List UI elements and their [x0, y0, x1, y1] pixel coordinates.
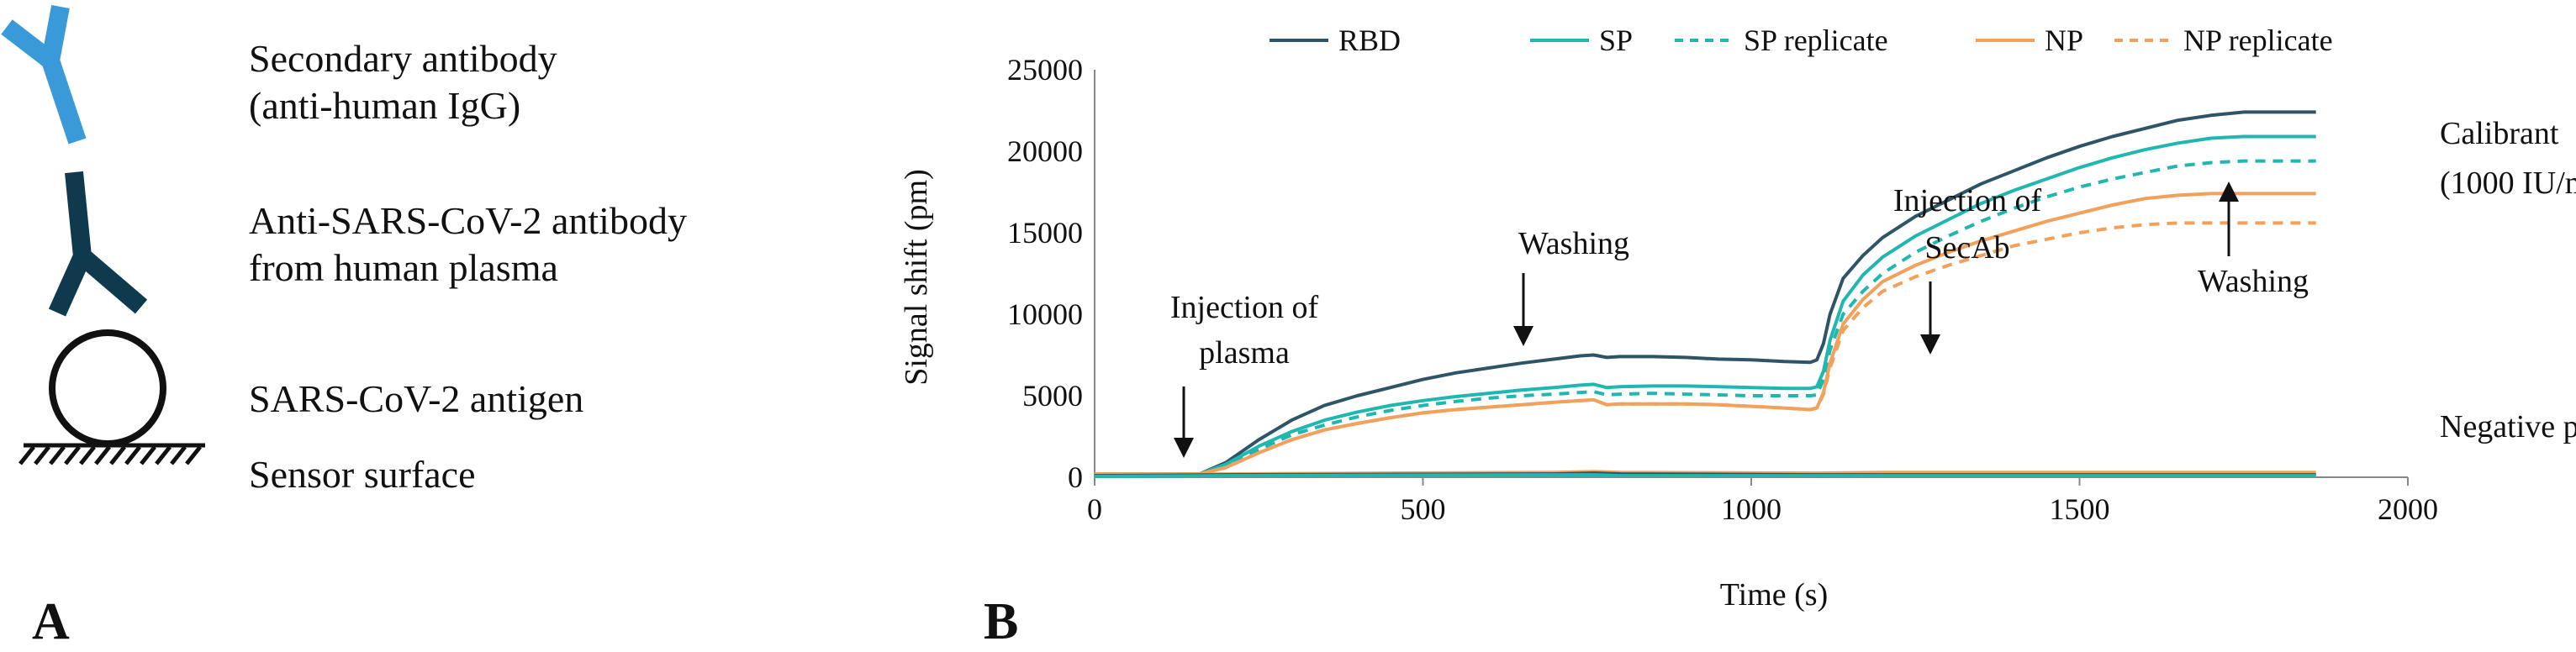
y-tick-label: 10000 [1007, 297, 1083, 331]
hatch-mark [34, 445, 50, 465]
side-label: Negative plasma [2440, 409, 2576, 444]
hatch-mark [124, 445, 141, 465]
chart-legend: RBD SP SP replicate NP NP replicate [1270, 24, 2333, 57]
series-line-sp-replicate [1095, 159, 2316, 476]
legend-label: SP [1599, 24, 1633, 57]
x-tick-label: 1000 [1721, 492, 1782, 526]
panel-b-label: B [984, 593, 1018, 650]
x-axis-title: Time (s) [1720, 577, 1828, 613]
series-line-rbd [1095, 110, 2316, 476]
annotation-text: Washing [1518, 226, 1629, 261]
layer-1-label-line1: Secondary antibody [249, 37, 557, 80]
secondary-antibody-icon [1, 4, 87, 145]
hatch-mark [94, 445, 111, 465]
legend-label: NP [2045, 24, 2083, 57]
y-tick-label: 0 [1068, 460, 1083, 494]
legend-label: SP replicate [1744, 24, 1888, 57]
x-axis: 0 500 1000 1500 2000 [1087, 476, 2438, 526]
x-tick-label: 1500 [2050, 492, 2110, 526]
series-line-np [1095, 192, 2316, 476]
legend-label: NP replicate [2183, 24, 2333, 57]
panel-a: Secondary antibody (anti-human IgG) Anti… [1, 4, 687, 650]
side-label: (1000 IU/mL) [2440, 166, 2576, 201]
hatch-mark [140, 445, 156, 465]
y-tick-label: 5000 [1022, 379, 1083, 413]
hatch-mark [49, 445, 66, 465]
y-tick-label: 20000 [1007, 134, 1083, 168]
x-tick-label: 2000 [2378, 492, 2438, 526]
hatch-mark [170, 445, 187, 465]
antigen-icon [49, 329, 166, 447]
annotation-text: plasma [1199, 335, 1290, 371]
primary-antibody-icon [48, 171, 148, 317]
chart-annotations: Injection of plasma Washing Injection of Sec… [1170, 181, 2309, 458]
hatch-mark [79, 445, 96, 465]
annotation-text: SecAb [1924, 230, 2009, 266]
legend-label: RBD [1338, 24, 1401, 57]
hatch-mark [64, 445, 81, 465]
layer-3-label: SARS-CoV-2 antigen [249, 377, 583, 420]
series-line-sp [1095, 134, 2316, 476]
series-line-np-replicate [1095, 221, 2316, 476]
annotation-text: Injection of [1893, 183, 2042, 218]
x-tick-label: 0 [1087, 492, 1102, 526]
layer-2-label-line1: Anti-SARS-CoV-2 antibody [249, 199, 687, 242]
layer-4-label: Sensor surface [249, 453, 476, 496]
panel-a-label: A [32, 593, 70, 650]
hatch-mark [155, 445, 172, 465]
hatch-mark [18, 445, 35, 465]
side-label: Calibrant [2440, 116, 2559, 151]
y-tick-label: 15000 [1007, 216, 1083, 250]
hatch-mark [185, 445, 202, 465]
series-line-sp-negative [1094, 473, 2316, 478]
panel-b: B RBD SP SP replicate NP NP replicate 050001… [899, 24, 2576, 650]
layer-2-label-line2: from human plasma [249, 246, 558, 289]
y-axis: 0 5000 10000 15000 20000 25000 [1007, 53, 1095, 494]
chart-series [1094, 110, 2316, 478]
sensor-surface-icon [18, 443, 205, 465]
layer-1-label-line2: (anti-human IgG) [249, 84, 520, 127]
hatch-mark [109, 445, 126, 465]
x-tick-label: 500 [1401, 492, 1446, 526]
annotation-text: Injection of [1170, 290, 1319, 325]
annotation-text: Washing [2198, 264, 2309, 299]
chart-side-labels: Calibrant (1000 IU/mL) Negative plasma [2440, 116, 2576, 444]
y-tick-label: 25000 [1007, 53, 1083, 87]
y-axis-title: Signal shift (pm) [899, 169, 934, 386]
